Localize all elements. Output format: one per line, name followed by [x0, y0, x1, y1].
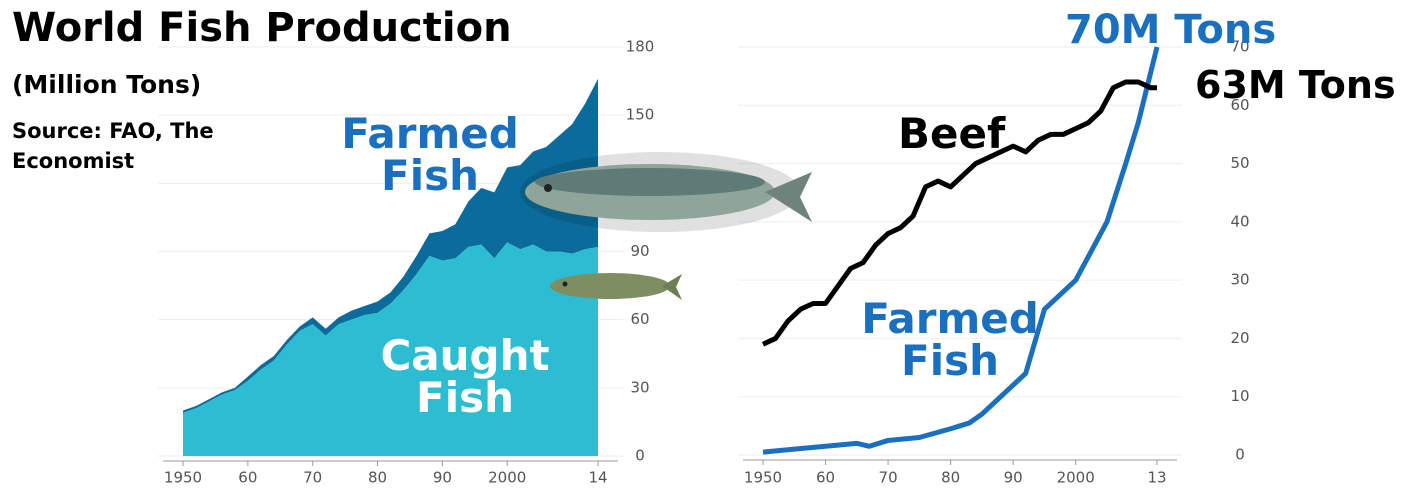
- x-tick-label: 90: [1004, 469, 1023, 487]
- x-tick-label: 2000: [1057, 469, 1095, 487]
- x-tick-label: 1950: [164, 469, 202, 487]
- y-tick-label: 60: [1230, 96, 1249, 114]
- line: [762, 46, 1160, 455]
- x-tick-label: 90: [433, 469, 452, 487]
- y-tick-label: 90: [630, 242, 649, 260]
- x-tick-label: 60: [238, 469, 257, 487]
- y-tick-label: 0: [1235, 446, 1245, 464]
- y-tick-label: 150: [626, 106, 655, 124]
- area: [183, 78, 598, 413]
- fish-small: [550, 273, 682, 300]
- x-tick-label: 1950: [744, 469, 782, 487]
- x-tick-label: 70: [879, 469, 898, 487]
- x-tick-label: 80: [368, 469, 387, 487]
- y-tick-label: 20: [1230, 329, 1249, 347]
- x-tick-label: 2000: [488, 469, 526, 487]
- y-tick-label: 30: [1230, 271, 1249, 289]
- y-tick-label: 10: [1230, 387, 1249, 405]
- area: [183, 242, 598, 456]
- x-tick-label: 80: [941, 469, 960, 487]
- y-tick-label: 30: [630, 378, 649, 396]
- x-tick-label: 70: [303, 469, 322, 487]
- y-tick-label: 70: [1230, 38, 1249, 56]
- series-label: Farmed Fish: [861, 294, 1039, 385]
- x-tick-label: 13: [1147, 469, 1166, 487]
- chart: 0306090120150180195060708090200014: [158, 38, 654, 487]
- y-tick-label: 60: [630, 310, 649, 328]
- series-label: Caught Fish: [380, 331, 550, 422]
- end-label: 70M Tons: [1065, 7, 1277, 53]
- subtitle: (Million Tons): [12, 70, 202, 99]
- chart: 0 10 20 30 40 50 60 70 1950 60 70 80 90 2000 13: [738, 38, 1250, 487]
- fish-large: [520, 152, 812, 232]
- line: [761, 79, 1157, 347]
- x-tick-label: 60: [816, 469, 835, 487]
- series-label: Beef: [898, 109, 1006, 158]
- title: World Fish Production: [12, 5, 512, 51]
- y-tick-label: 40: [1230, 212, 1249, 230]
- end-label: 63M Tons: [1195, 63, 1396, 107]
- source: Source: FAO, The Economist: [12, 119, 214, 174]
- y-tick-label: 180: [626, 38, 655, 56]
- y-tick-label: 50: [1230, 154, 1249, 172]
- x-tick-label: 14: [588, 469, 607, 487]
- y-tick-label: 0: [635, 447, 645, 465]
- series-label: Farmed Fish: [341, 109, 519, 200]
